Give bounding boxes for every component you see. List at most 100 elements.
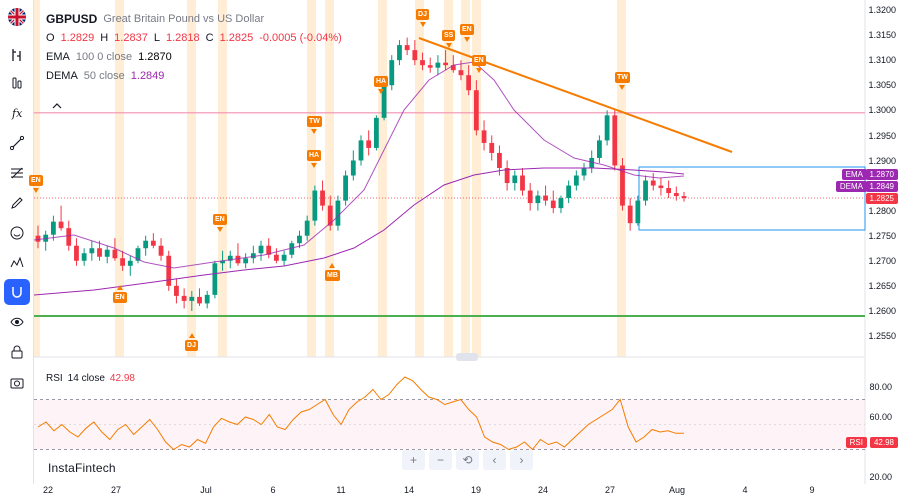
event-marker-tw[interactable]: TW — [307, 116, 322, 127]
candle-body-66 — [543, 195, 548, 201]
arrow-down-icon — [311, 163, 317, 168]
event-marker-mb[interactable]: MB — [325, 270, 340, 281]
price-tick-label: 1.3100 — [868, 55, 896, 66]
open-value: 1.2829 — [60, 32, 95, 44]
fib-icon[interactable] — [4, 160, 30, 186]
time-tick-label: 19 — [470, 485, 482, 495]
event-band-10 — [472, 0, 481, 357]
dema-value: 1.2849 — [130, 70, 165, 82]
candle-body-11 — [120, 258, 125, 266]
function-icon[interactable]: fx — [4, 100, 30, 126]
magnet-icon[interactable] — [4, 279, 30, 305]
collapse-legend-chevron-icon[interactable] — [50, 100, 64, 112]
candle-body-44 — [373, 117, 379, 148]
arrow-up-icon — [329, 263, 335, 268]
event-marker-ss[interactable]: SS — [442, 30, 456, 41]
candle-body-20 — [189, 296, 195, 301]
candle-body-27 — [243, 258, 249, 264]
candle-body-0 — [35, 235, 41, 242]
low-label: L — [153, 32, 160, 44]
time-axis[interactable]: 22 27 Jul 6 11 14 19 24 27 Aug 4 9 — [34, 484, 900, 497]
pane-resize-handle[interactable] — [456, 353, 478, 361]
ema-axis-tag-label: EMA — [841, 169, 867, 180]
event-marker-tw[interactable]: TW — [615, 72, 630, 83]
eye-icon[interactable] — [4, 309, 30, 335]
candle-body-79 — [643, 180, 648, 201]
trend-line-icon[interactable] — [4, 130, 30, 156]
candle-body-55 — [458, 70, 464, 76]
candle-body-29 — [258, 245, 264, 254]
candle-body-9 — [104, 249, 110, 257]
event-marker-en[interactable]: EN — [29, 175, 43, 186]
time-tick-label: 4 — [742, 485, 748, 495]
candle-body-70 — [573, 175, 579, 186]
rsi-tick-label: 80.00 — [869, 382, 892, 392]
price-chart[interactable] — [34, 0, 900, 497]
candle-body-69 — [566, 185, 572, 199]
candle-body-83 — [673, 193, 679, 197]
candle-body-3 — [58, 221, 64, 229]
price-tick-label: 1.3200 — [868, 5, 896, 15]
candle-body-15 — [150, 240, 156, 246]
event-marker-en[interactable]: EN — [472, 55, 486, 66]
candle-body-67 — [550, 200, 556, 209]
gbp-flag-icon[interactable] — [8, 8, 26, 26]
emoji-icon[interactable] — [4, 220, 30, 246]
candle-body-39 — [335, 200, 341, 226]
event-band-8 — [444, 0, 453, 357]
price-tick-label: 1.2650 — [868, 281, 896, 292]
event-marker-dj[interactable]: DJ — [185, 340, 198, 351]
event-marker-en[interactable]: EN — [213, 214, 227, 225]
event-marker-ha[interactable]: HA — [374, 76, 389, 87]
scroll-left-button[interactable]: ‹ — [483, 450, 506, 470]
chart-nav-controls: + − ⟲ ‹ › — [402, 450, 533, 470]
event-marker-dj[interactable]: DJ — [416, 9, 429, 20]
candle-body-77 — [627, 205, 633, 224]
price-tick-label: 1.2700 — [868, 256, 896, 266]
event-marker-en[interactable]: EN — [113, 292, 127, 303]
event-marker-ha[interactable]: HA — [307, 150, 322, 161]
time-tick-label: 11 — [336, 485, 346, 495]
candle-body-80 — [650, 180, 656, 186]
reset-icon[interactable]: ⟲ — [456, 450, 479, 470]
arrow-down-icon — [446, 43, 452, 48]
candle-body-5 — [74, 245, 79, 261]
candle-body-34 — [297, 235, 302, 244]
candle-body-22 — [204, 294, 210, 304]
candle-body-33 — [289, 243, 295, 255]
time-tick-label: 24 — [537, 485, 549, 495]
price-tick-label: 1.3050 — [868, 80, 896, 91]
scroll-right-button[interactable]: › — [510, 450, 533, 470]
camera-icon[interactable] — [4, 369, 30, 395]
candle-body-30 — [266, 245, 272, 255]
time-tick-label: 6 — [270, 485, 276, 495]
brush-icon[interactable] — [4, 190, 30, 216]
zoom-in-button[interactable]: + — [402, 450, 425, 470]
candle-body-42 — [358, 140, 364, 161]
ema-line — [34, 167, 685, 296]
candle-body-16 — [158, 245, 164, 256]
arrow-up-icon — [117, 285, 123, 290]
indicator-icon[interactable] — [4, 70, 30, 96]
zoom-out-button[interactable]: − — [429, 450, 452, 470]
event-marker-en[interactable]: EN — [460, 24, 474, 35]
ema-name[interactable]: EMA — [46, 51, 70, 63]
rsi-value: 42.98 — [109, 373, 135, 384]
bars-icon[interactable] — [4, 42, 30, 68]
rsi-name[interactable]: RSI — [46, 373, 63, 384]
candle-body-74 — [604, 115, 610, 141]
price-tick-label: 1.2550 — [868, 331, 896, 342]
candle-body-61 — [504, 167, 510, 184]
candle-body-45 — [381, 85, 387, 118]
candle-body-40 — [343, 175, 349, 201]
pattern-icon[interactable] — [4, 250, 30, 276]
symbol-name[interactable]: GBPUSD — [46, 12, 98, 26]
candle-body-63 — [520, 175, 525, 191]
candle-body-4 — [66, 228, 72, 246]
lock-icon[interactable] — [4, 339, 30, 365]
dema-name[interactable]: DEMA — [46, 70, 78, 82]
open-label: O — [46, 32, 55, 44]
candle-body-8 — [97, 248, 102, 257]
candle-body-84 — [681, 196, 687, 199]
candle-body-21 — [197, 296, 202, 304]
